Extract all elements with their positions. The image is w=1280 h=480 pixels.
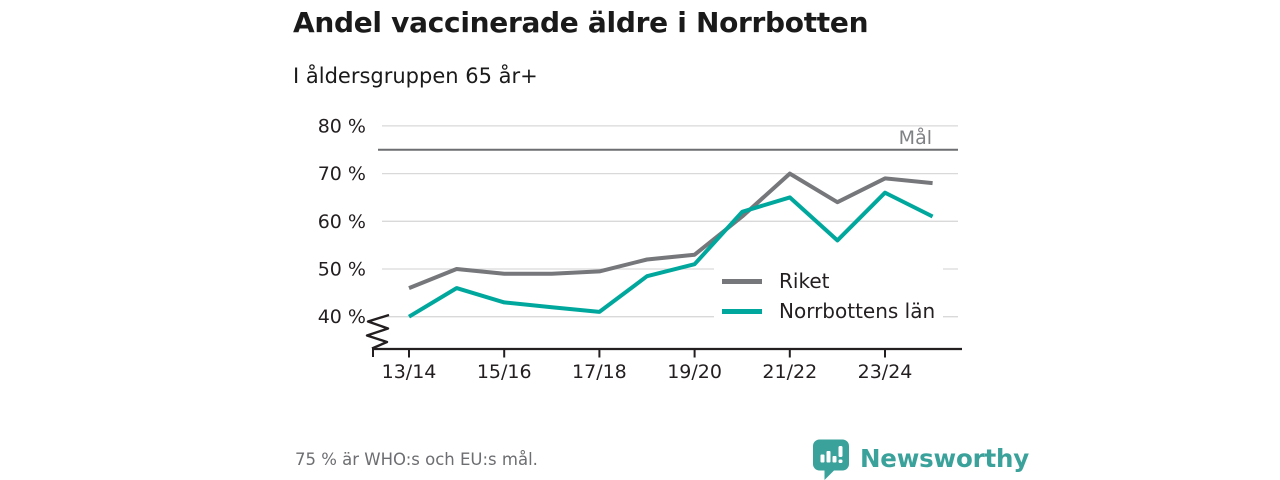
legend-item-riket: Riket [722,266,935,296]
x-tick-label-21-22: 21/22 [762,361,817,383]
y-tick-label-70: 70 % [318,163,366,185]
newsworthy-logo: Newsworthy [813,439,1029,480]
newsworthy-logo-text: Newsworthy [860,444,1030,473]
x-tick-label-23-24: 23/24 [858,361,913,383]
chart-legend: Riket Norrbottens län [714,265,944,329]
legend-label: Riket [779,269,830,293]
x-tick-label-13-14: 13/14 [382,361,437,383]
x-tick-label-17-18: 17/18 [572,361,627,383]
target-label: Mål [899,126,932,149]
y-tick-label-40: 40 % [318,306,366,328]
legend-label: Norrbottens län [779,299,936,323]
legend-swatch [722,308,762,314]
newsworthy-logo-icon [813,439,849,480]
page-title: Andel vaccinerade äldre i Norrbotten [293,6,869,39]
source-note: 75 % är WHO:s och EU:s mål. [295,450,538,469]
x-tick-label-15-16: 15/16 [477,361,532,383]
axis-break-squiggle [365,313,390,350]
y-tick-label-60: 60 % [318,211,366,233]
y-tick-label-50: 50 % [318,259,366,281]
page-subtitle: I åldersgruppen 65 år+ [293,64,538,88]
legend-item-norrbottens-l-n: Norrbottens län [722,296,935,326]
legend-swatch [722,278,762,284]
series-line-riket [408,171,933,290]
x-tick-label-19-20: 19/20 [667,361,722,383]
y-tick-label-80: 80 % [318,115,366,137]
series-line-norrbottens-l-n [407,190,934,319]
